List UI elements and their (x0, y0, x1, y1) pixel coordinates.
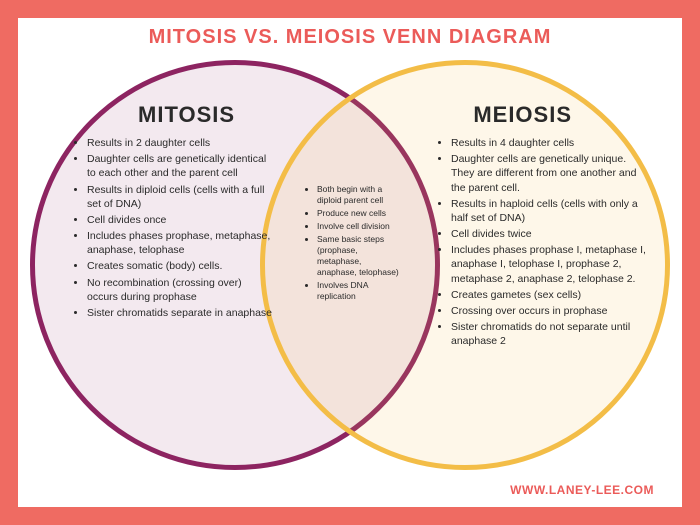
mitosis-label: MITOSIS (138, 102, 235, 128)
venn-container: MITOSIS MEIOSIS Results in 2 daughter ce… (18, 54, 682, 507)
list-item: Creates gametes (sex cells) (451, 288, 652, 302)
list-item: Results in haploid cells (cells with onl… (451, 197, 652, 225)
list-item: Both begin with a diploid parent cell (317, 184, 403, 206)
mitosis-list: Results in 2 daughter cells Daughter cel… (73, 136, 273, 322)
source-url: WWW.LANEY-LEE.COM (510, 483, 654, 497)
list-item: Cell divides once (87, 213, 273, 227)
list-item: Includes phases prophase, metaphase, ana… (87, 229, 273, 257)
list-item: Sister chromatids separate in anaphase (87, 306, 273, 320)
list-item: Results in diploid cells (cells with a f… (87, 183, 273, 211)
diagram-canvas: MITOSIS VS. MEIOSIS VENN DIAGRAM MITOSIS… (18, 18, 682, 507)
list-item: Crossing over occurs in prophase (451, 304, 652, 318)
meiosis-label: MEIOSIS (473, 102, 572, 128)
list-item: Results in 2 daughter cells (87, 136, 273, 150)
list-item: Produce new cells (317, 208, 403, 219)
list-item: Results in 4 daughter cells (451, 136, 652, 150)
list-item: Cell divides twice (451, 227, 652, 241)
list-item: Creates somatic (body) cells. (87, 259, 273, 273)
list-item: Daughter cells are genetically identical… (87, 152, 273, 180)
list-item: Includes phases prophase I, metaphase I,… (451, 243, 652, 286)
shared-list: Both begin with a diploid parent cell Pr… (303, 184, 403, 304)
list-item: Same basic steps (prophase, metaphase, a… (317, 234, 403, 278)
list-item: Involves DNA replication (317, 280, 403, 302)
diagram-title: MITOSIS VS. MEIOSIS VENN DIAGRAM (18, 18, 682, 49)
list-item: No recombination (crossing over) occurs … (87, 276, 273, 304)
list-item: Daughter cells are genetically unique. T… (451, 152, 652, 195)
list-item: Sister chromatids do not separate until … (451, 320, 652, 348)
meiosis-list: Results in 4 daughter cells Daughter cel… (437, 136, 652, 350)
list-item: Involve cell division (317, 221, 403, 232)
